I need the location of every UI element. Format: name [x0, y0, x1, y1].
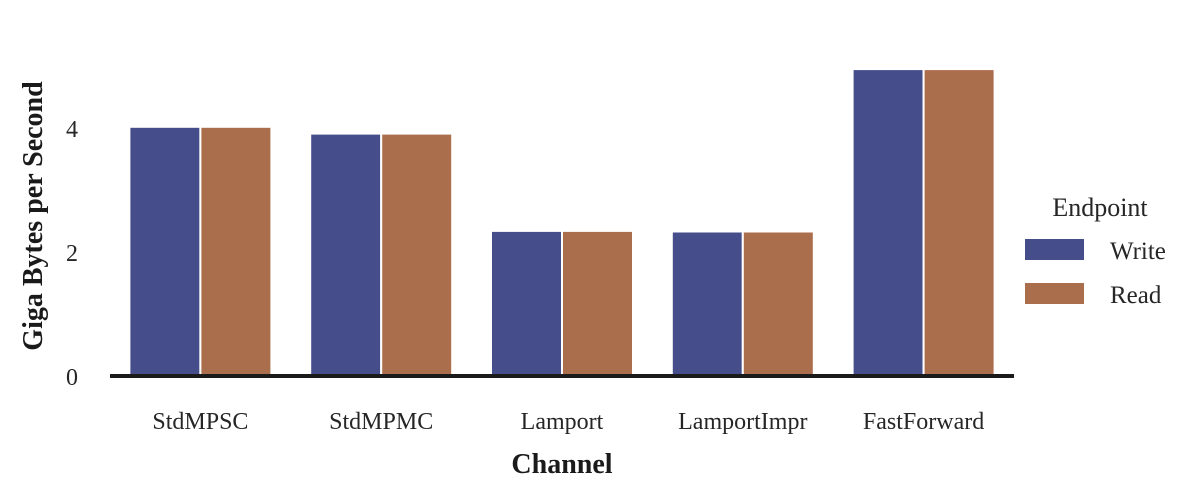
- x-tick-label: StdMPSC: [152, 409, 248, 435]
- x-axis-title: Channel: [511, 449, 612, 480]
- bar-read-fastforward: [922, 68, 996, 377]
- bar-write-stdmpmc: [309, 132, 383, 377]
- x-tick-label: FastForward: [863, 409, 984, 435]
- y-axis-title: Giga Bytes per Second: [18, 81, 49, 351]
- legend: Endpoint Write Read: [1025, 193, 1166, 309]
- legend-label-write: Write: [1110, 238, 1166, 265]
- y-tick-label: 0: [66, 365, 78, 391]
- legend-swatch-write: [1025, 239, 1084, 260]
- legend-title: Endpoint: [1052, 193, 1148, 222]
- legend-swatch-read: [1025, 283, 1084, 304]
- bar-write-fastforward: [851, 68, 925, 377]
- bar-write-lamport: [490, 229, 563, 377]
- legend-label-read: Read: [1110, 282, 1162, 309]
- x-tick-label: LamportImpr: [678, 409, 807, 435]
- bar-read-stdmpsc: [199, 125, 273, 377]
- bar-write-lamportimpr: [670, 230, 744, 377]
- y-tick-labels: 0 2 4: [66, 117, 78, 391]
- bars: [128, 68, 996, 377]
- bar-read-lamportimpr: [741, 230, 815, 377]
- bar-write-stdmpsc: [128, 125, 202, 377]
- bar-read-lamport: [561, 229, 634, 377]
- y-tick-label: 4: [66, 117, 78, 143]
- bar-read-stdmpmc: [380, 132, 454, 377]
- x-tick-labels: StdMPSC StdMPMC Lamport LamportImpr FastForw…: [152, 409, 984, 435]
- x-tick-label: StdMPMC: [329, 409, 433, 435]
- y-tick-label: 2: [66, 241, 78, 267]
- x-tick-label: Lamport: [521, 409, 604, 435]
